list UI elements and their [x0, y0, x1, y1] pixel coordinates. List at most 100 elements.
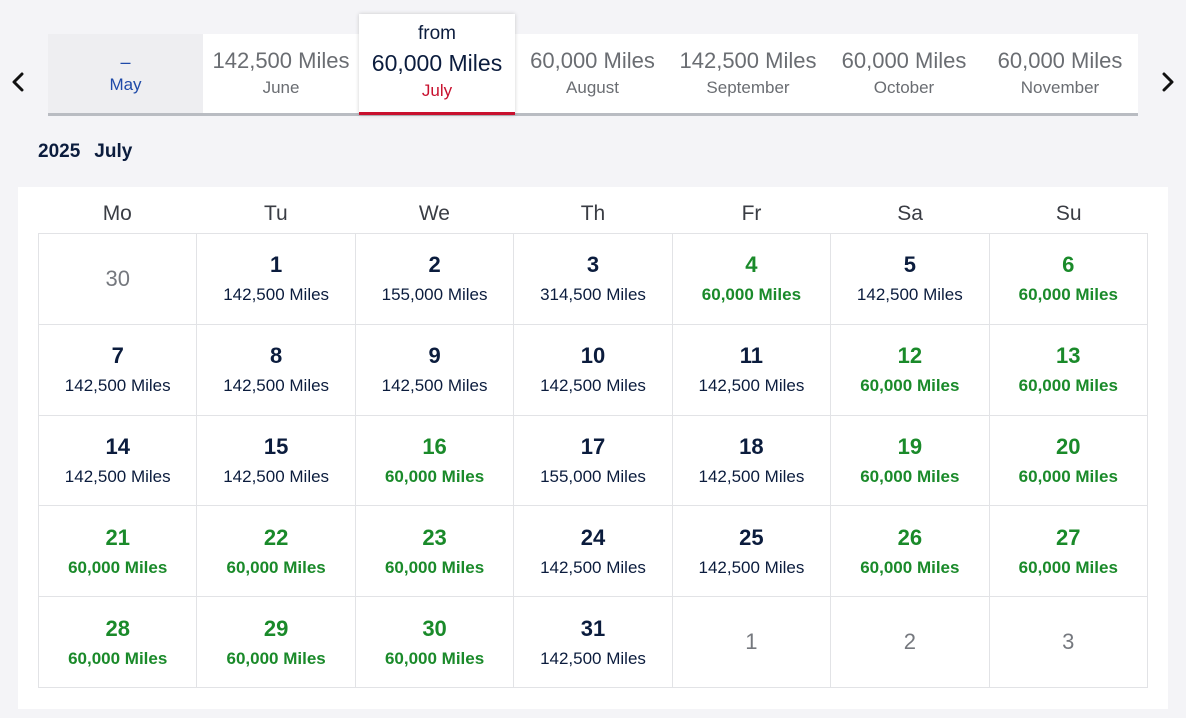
- month-tab-august[interactable]: 60,000 Miles August: [515, 34, 670, 113]
- calendar-day[interactable]: 25 142,500 Miles: [672, 506, 832, 598]
- day-number: 11: [739, 343, 764, 369]
- calendar-day[interactable]: 2 155,000 Miles: [355, 234, 515, 325]
- day-price: 60,000 Miles: [226, 557, 326, 577]
- day-number: 26: [897, 524, 923, 550]
- weekday-label: Sa: [897, 202, 923, 225]
- calendar-day[interactable]: 9 142,500 Miles: [355, 324, 515, 416]
- calendar-day[interactable]: 5 142,500 Miles: [831, 234, 990, 325]
- calendar-day[interactable]: 8 142,500 Miles: [197, 324, 356, 416]
- calendar-day[interactable]: 24 142,500 Miles: [514, 506, 673, 598]
- calendar-day-outside-month: 1: [672, 597, 832, 688]
- weekday-label: We: [418, 202, 450, 225]
- day-number: 2: [903, 629, 916, 655]
- day-number: 21: [105, 524, 130, 550]
- day-number: 18: [739, 433, 764, 459]
- month-tab-month: June: [262, 78, 300, 97]
- day-number: 20: [1056, 433, 1081, 459]
- month-tab-miles: 142,500 Miles: [212, 48, 350, 73]
- month-tabs: – May 142,500 Miles June from 60,000 Mil…: [48, 14, 1138, 116]
- day-price: 155,000 Miles: [381, 285, 488, 305]
- day-number: 9: [428, 343, 441, 369]
- month-tab-miles: 60,000 Miles: [371, 50, 503, 76]
- calendar-grid: 30 1 142,500 Miles 2 155,000 Miles 3 314,500 M…: [38, 233, 1148, 688]
- month-selector: – May 142,500 Miles June from 60,000 Mil…: [0, 0, 1186, 130]
- weekday-label: Th: [580, 202, 606, 225]
- calendar-day[interactable]: 26 60,000 Miles: [831, 506, 990, 598]
- day-price: 142,500 Miles: [540, 648, 646, 668]
- day-number: 3: [1062, 629, 1075, 655]
- month-tab-september[interactable]: 142,500 Miles September: [670, 34, 826, 113]
- calendar-day[interactable]: 21 60,000 Miles: [39, 506, 198, 598]
- day-number: 1: [270, 252, 283, 278]
- weekday-label: Su: [1055, 202, 1082, 225]
- day-price: 142,500 Miles: [540, 557, 646, 577]
- calendar-day[interactable]: 7 142,500 Miles: [39, 324, 198, 416]
- month-tab-month: May: [109, 75, 142, 94]
- month-tab-june[interactable]: 142,500 Miles June: [203, 34, 359, 113]
- day-number: 30: [105, 265, 130, 291]
- month-tab-month: November: [1020, 78, 1100, 97]
- calendar-day[interactable]: 10 142,500 Miles: [514, 324, 673, 416]
- calendar-day[interactable]: 27 60,000 Miles: [989, 506, 1148, 598]
- day-price: 60,000 Miles: [1018, 466, 1118, 486]
- day-price: 60,000 Miles: [68, 557, 168, 577]
- day-number: 27: [1056, 524, 1081, 550]
- day-price: 60,000 Miles: [1018, 557, 1118, 577]
- calendar-day[interactable]: 30 60,000 Miles: [355, 597, 515, 688]
- month-tab-july[interactable]: from 60,000 Miles July: [359, 14, 515, 115]
- day-price: 142,500 Miles: [223, 376, 330, 396]
- calendar-day[interactable]: 15 142,500 Miles: [197, 415, 356, 507]
- calendar-day[interactable]: 28 60,000 Miles: [39, 597, 198, 688]
- chevron-left-icon[interactable]: [6, 66, 30, 98]
- calendar-day[interactable]: 23 60,000 Miles: [355, 506, 515, 598]
- calendar-day[interactable]: 11 142,500 Miles: [672, 324, 832, 416]
- day-price: 142,500 Miles: [698, 376, 805, 396]
- calendar-day[interactable]: 29 60,000 Miles: [197, 597, 356, 688]
- calendar-day[interactable]: 22 60,000 Miles: [197, 506, 356, 598]
- month-tab-october[interactable]: 60,000 Miles October: [826, 34, 982, 113]
- day-number: 7: [111, 343, 124, 369]
- day-price: 60,000 Miles: [384, 466, 485, 486]
- day-price: 60,000 Miles: [1018, 285, 1118, 305]
- month-tab-miles: 60,000 Miles: [530, 48, 655, 73]
- calendar-day[interactable]: 20 60,000 Miles: [989, 415, 1148, 507]
- day-number: 5: [903, 252, 916, 278]
- day-number: 19: [897, 433, 923, 459]
- calendar-day[interactable]: 3 314,500 Miles: [514, 234, 673, 325]
- calendar-heading: 2025 July: [38, 141, 132, 163]
- calendar-day[interactable]: 6 60,000 Miles: [989, 234, 1148, 325]
- day-number: 13: [1056, 343, 1081, 369]
- chevron-right-icon[interactable]: [1156, 66, 1180, 98]
- day-number: 8: [270, 343, 283, 369]
- day-number: 30: [422, 615, 447, 641]
- calendar-day[interactable]: 17 155,000 Miles: [514, 415, 673, 507]
- day-number: 10: [580, 343, 606, 369]
- day-number: 3: [586, 252, 600, 278]
- calendar-day[interactable]: 1 142,500 Miles: [197, 234, 356, 325]
- weekday-header: Mo Tu We Th Fr Sa Su: [38, 187, 1148, 233]
- day-number: 14: [105, 433, 130, 459]
- day-price: 142,500 Miles: [856, 285, 963, 305]
- day-price: 60,000 Miles: [1018, 376, 1118, 396]
- day-price: 142,500 Miles: [698, 557, 805, 577]
- day-price: 60,000 Miles: [860, 557, 960, 577]
- calendar-day[interactable]: 31 142,500 Miles: [514, 597, 673, 688]
- calendar-day-outside-month: 3: [989, 597, 1148, 688]
- calendar-day[interactable]: 14 142,500 Miles: [39, 415, 198, 507]
- day-number: 16: [422, 433, 447, 459]
- month-tab-month: August: [566, 78, 619, 97]
- day-number: 23: [422, 524, 447, 550]
- calendar-day[interactable]: 19 60,000 Miles: [831, 415, 990, 507]
- calendar-day[interactable]: 16 60,000 Miles: [355, 415, 515, 507]
- day-price: 314,500 Miles: [540, 285, 646, 305]
- calendar-day[interactable]: 4 60,000 Miles: [672, 234, 832, 325]
- calendar-day-outside-month: 2: [831, 597, 990, 688]
- day-number: 15: [263, 433, 289, 459]
- day-number: 29: [263, 615, 289, 641]
- calendar-day[interactable]: 18 142,500 Miles: [672, 415, 832, 507]
- calendar-day[interactable]: 12 60,000 Miles: [831, 324, 990, 416]
- month-tab-november[interactable]: 60,000 Miles November: [982, 34, 1138, 113]
- month-tab-from: from: [418, 23, 456, 44]
- month-tab-miles: 60,000 Miles: [841, 48, 967, 73]
- calendar-day[interactable]: 13 60,000 Miles: [989, 324, 1148, 416]
